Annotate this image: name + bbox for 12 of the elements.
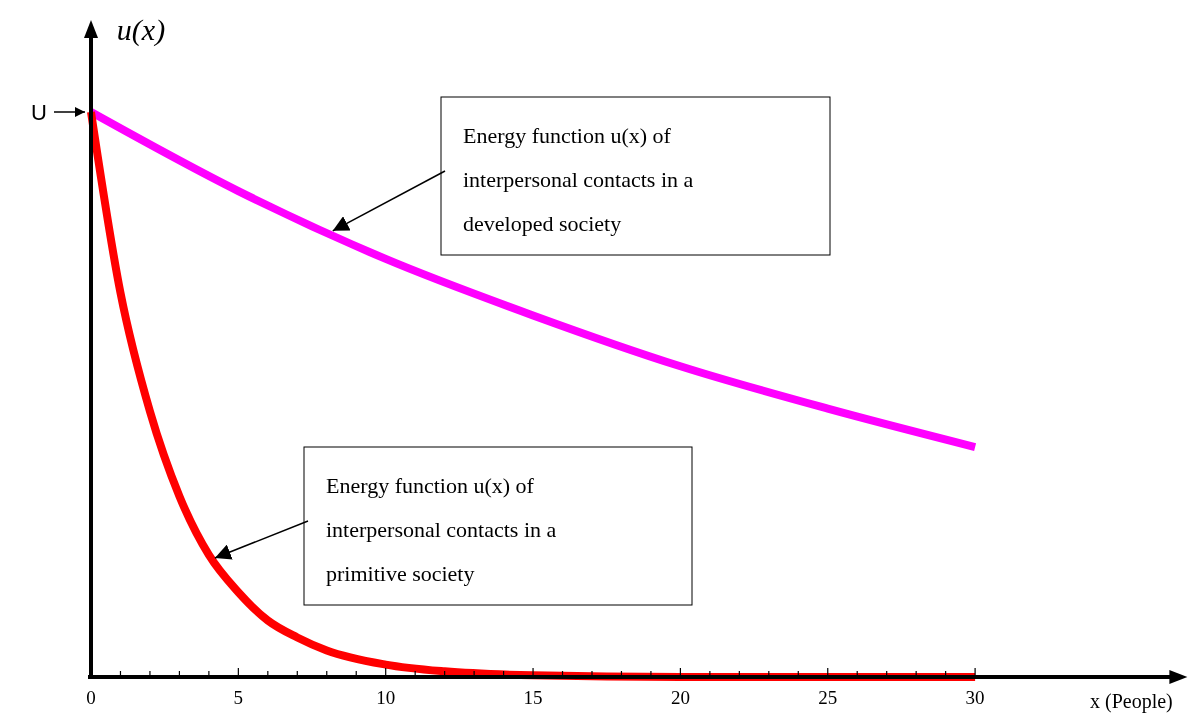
annotation: U bbox=[31, 100, 47, 125]
annotation: Energy function u(x) of interpersonal contacts in a primitive society bbox=[326, 473, 557, 586]
x-tick-label: 25 bbox=[818, 687, 838, 708]
y-axis-title: u(x) bbox=[116, 13, 166, 47]
x-tick-label: 30 bbox=[965, 687, 985, 708]
annotation: Energy function u(x) of interpersonal contacts in a developed society bbox=[463, 123, 694, 236]
x-tick-label: 15 bbox=[523, 687, 543, 708]
x-axis-title: x (People) bbox=[1090, 690, 1173, 713]
x-tick-label: 0 bbox=[86, 687, 96, 708]
x-tick-label: 5 bbox=[233, 687, 244, 708]
x-tick-label: 20 bbox=[670, 687, 690, 708]
x-tick-label: 10 bbox=[376, 687, 396, 708]
